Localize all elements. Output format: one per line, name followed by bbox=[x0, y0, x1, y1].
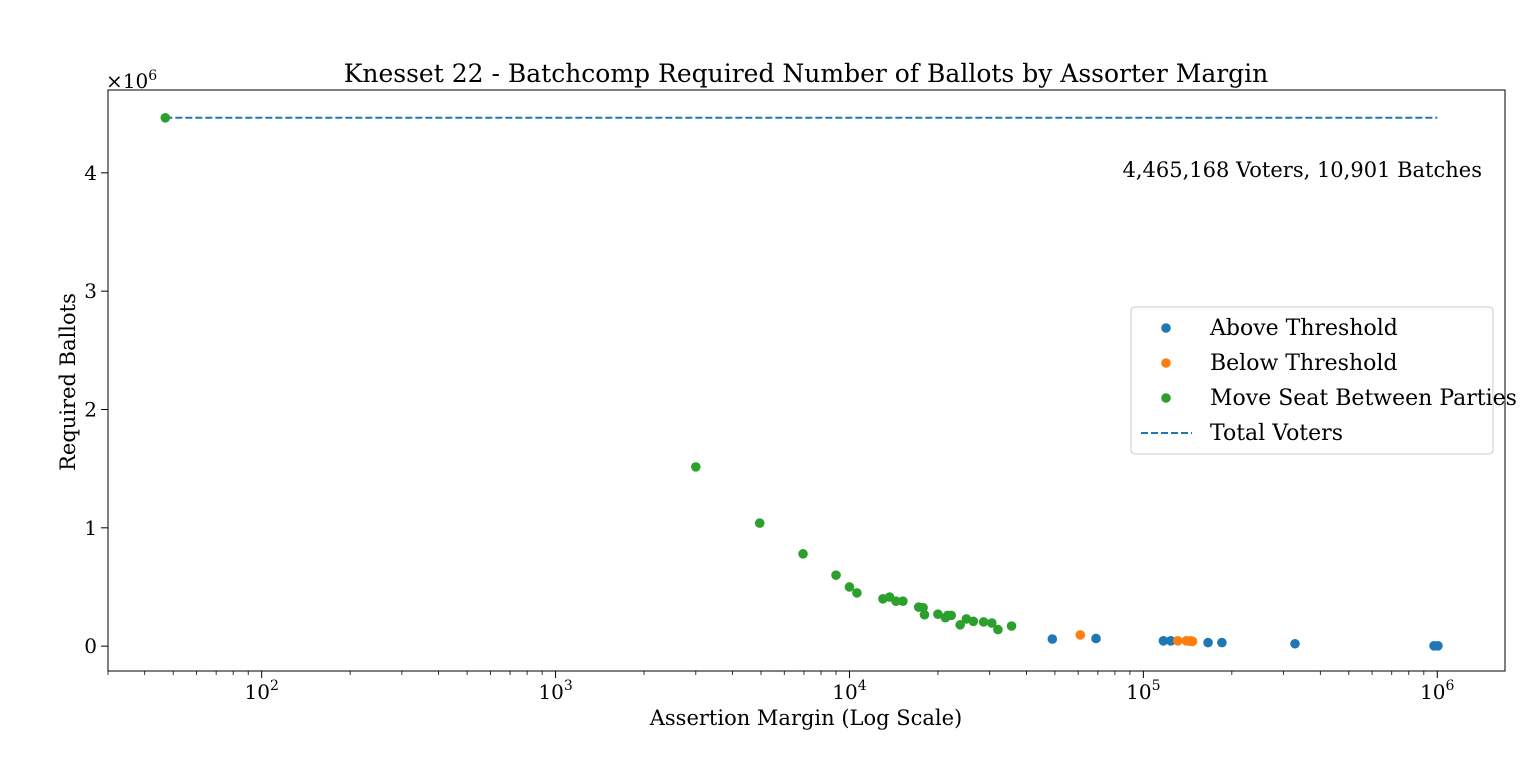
above-threshold-point bbox=[1290, 638, 1300, 649]
move-seat-between-parties-point bbox=[754, 518, 765, 528]
x-tick-label: 104 bbox=[832, 678, 866, 704]
legend: Above Threshold Below Threshold Move Seat … bbox=[1130, 306, 1517, 455]
move-seat-between-parties-point bbox=[852, 588, 862, 598]
y-offset-label: ×106 bbox=[106, 68, 157, 93]
below-threshold-point bbox=[1173, 636, 1183, 646]
chart-title: Knesset 22 - Batchcomp Required Number o… bbox=[344, 59, 1269, 88]
voter-count-annotation: 4,465,168 Voters, 10,901 Batches bbox=[1122, 158, 1482, 182]
x-tick-label: 102 bbox=[244, 678, 278, 704]
y-axis-label: Required Ballots bbox=[56, 293, 80, 471]
above-threshold-point bbox=[1158, 636, 1169, 646]
move-seat-between-parties-point bbox=[898, 596, 908, 606]
move-seat-between-parties-point bbox=[968, 616, 979, 627]
legend-label: Below Threshold bbox=[1210, 351, 1398, 376]
below-threshold-point bbox=[1187, 636, 1198, 647]
move-seat-between-parties-point bbox=[946, 610, 957, 621]
legend-marker bbox=[1161, 393, 1171, 403]
move-seat-between-parties-point bbox=[844, 582, 855, 592]
above-threshold-point bbox=[1091, 633, 1101, 644]
move-seat-between-parties-point bbox=[891, 596, 901, 606]
move-seat-between-parties-point bbox=[987, 618, 997, 628]
plot-frame bbox=[107, 89, 1506, 672]
move-seat-between-parties-point bbox=[919, 609, 930, 620]
x-tick-label: 106 bbox=[1420, 678, 1454, 704]
above-threshold-point bbox=[1166, 636, 1176, 646]
move-seat-between-parties-point bbox=[831, 570, 841, 580]
legend-box bbox=[1130, 306, 1494, 455]
data-points-layer bbox=[160, 113, 1443, 651]
legend-label: Total Voters bbox=[1210, 421, 1343, 446]
x-tick-label: 103 bbox=[538, 678, 572, 704]
above-threshold-point bbox=[1217, 637, 1227, 648]
move-seat-between-parties-point bbox=[1006, 621, 1017, 631]
move-seat-between-parties-point bbox=[690, 462, 701, 472]
y-tick-label: 3 bbox=[84, 279, 97, 303]
y-tick-label: 1 bbox=[84, 516, 97, 540]
below-threshold-point bbox=[1075, 630, 1086, 640]
above-threshold-point bbox=[1047, 634, 1058, 644]
move-seat-between-parties-point bbox=[160, 113, 171, 123]
above-threshold-point bbox=[1433, 640, 1443, 651]
move-seat-between-parties-point bbox=[933, 609, 943, 620]
legend-label: Above Threshold bbox=[1209, 316, 1398, 341]
y-tick-label: 0 bbox=[84, 634, 97, 658]
legend-marker bbox=[1161, 358, 1171, 368]
move-seat-between-parties-point bbox=[955, 620, 965, 630]
y-tick-label: 2 bbox=[84, 397, 97, 421]
move-seat-between-parties-point bbox=[798, 549, 808, 559]
move-seat-between-parties-point bbox=[978, 617, 989, 627]
axes-layer: 102 103 104 105 106 0 1 2 3 4 bbox=[84, 161, 1454, 704]
x-axis-label: Assertion Margin (Log Scale) bbox=[649, 706, 963, 730]
legend-marker bbox=[1161, 323, 1171, 333]
move-seat-between-parties-point bbox=[993, 624, 1003, 635]
legend-label: Move Seat Between Parties bbox=[1210, 386, 1517, 411]
x-tick-label: 105 bbox=[1126, 678, 1160, 704]
above-threshold-point bbox=[1203, 637, 1213, 648]
y-tick-label: 4 bbox=[84, 161, 97, 185]
